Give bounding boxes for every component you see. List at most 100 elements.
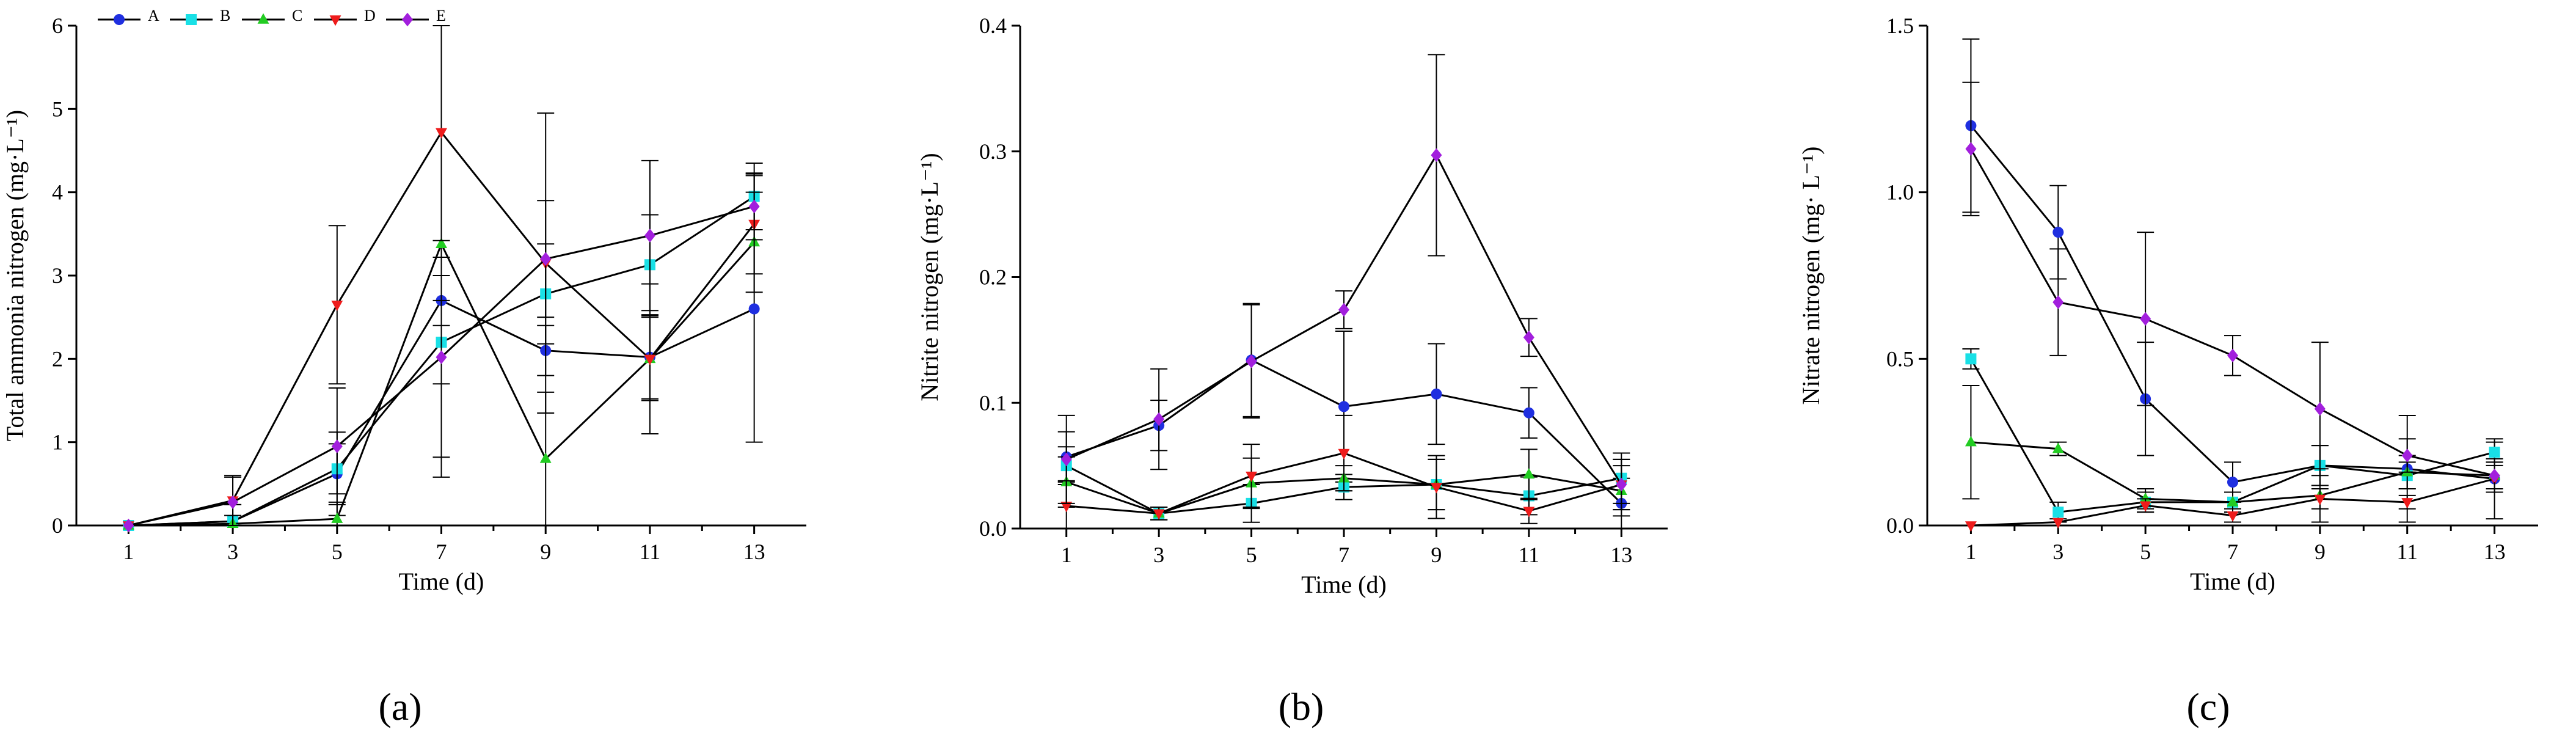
data-point-A: [2227, 477, 2238, 488]
data-point-C: [539, 452, 552, 463]
data-point-C: [2052, 442, 2064, 453]
y-tick-label: 0.4: [979, 13, 1007, 38]
data-point-D: [1965, 521, 1977, 532]
legend-entry-D: D: [314, 7, 376, 26]
data-point-C: [2139, 492, 2151, 503]
data-point-D: [1430, 483, 1442, 494]
data-point-C: [2227, 496, 2239, 507]
data-point-B: [1965, 353, 1977, 365]
x-tick-label: 1: [1061, 543, 1072, 567]
data-point-E: [2489, 468, 2500, 483]
y-axis-title: Nitrate nitrogen (mg· L⁻¹): [1797, 147, 1825, 405]
x-tick-label: 5: [1246, 543, 1257, 567]
x-tick-label: 7: [436, 540, 447, 564]
data-point-D: [1523, 507, 1535, 518]
data-point-E: [1246, 354, 1257, 368]
data-point-D: [436, 128, 447, 139]
data-point-C: [1965, 436, 1977, 447]
y-tick-label: 0.1: [979, 390, 1007, 415]
legend-entry-E: E: [386, 7, 446, 27]
data-point-D: [1060, 502, 1073, 513]
legend-marker-E: [402, 12, 413, 27]
x-tick-label: 5: [2140, 540, 2151, 564]
x-tick-label: 7: [2227, 540, 2238, 564]
data-point-E: [1523, 331, 1534, 345]
legend-marker-B: [186, 14, 197, 25]
data-point-E: [2052, 295, 2064, 309]
y-tick-label: 4: [52, 180, 63, 205]
y-tick-label: 1.0: [1886, 180, 1914, 205]
legend-marker-D: [329, 15, 341, 26]
y-tick-label: 5: [52, 97, 63, 121]
x-tick-label: 5: [332, 540, 343, 564]
series-E: [1962, 81, 2503, 490]
data-point-A: [1523, 407, 1534, 419]
series-D: [1057, 414, 1630, 529]
legend-entry-A: A: [98, 7, 159, 25]
panel-label: (a): [378, 685, 421, 728]
y-tick-label: 1: [52, 430, 63, 455]
series-E: [1057, 54, 1630, 511]
x-tick-label: 3: [227, 540, 238, 564]
x-tick-label: 1: [123, 540, 134, 564]
y-axis-title: Nitrite nitrogen (mg·L⁻¹): [916, 153, 943, 401]
x-tick-label: 13: [1610, 543, 1632, 567]
data-point-D: [1338, 448, 1350, 459]
data-point-D: [2401, 498, 2414, 509]
data-point-E: [2140, 312, 2151, 326]
data-point-D: [2139, 501, 2151, 512]
data-point-C: [1523, 468, 1535, 479]
series-E: [123, 159, 763, 533]
series-C: [122, 25, 763, 530]
x-tick-label: 11: [1519, 543, 1540, 567]
series-D: [122, 25, 763, 532]
data-point-E: [331, 439, 343, 453]
data-point-A: [748, 303, 760, 315]
data-point-E: [1431, 148, 1442, 163]
legend: A B C D E: [98, 7, 446, 27]
data-point-C: [436, 237, 447, 248]
y-tick-label: 3: [52, 263, 63, 288]
data-point-E: [1060, 452, 1072, 467]
data-point-C: [331, 512, 343, 523]
data-point-E: [1153, 412, 1165, 426]
series-line-A: [1970, 125, 2495, 483]
y-tick-label: 6: [52, 13, 63, 38]
x-tick-label: 11: [2396, 540, 2418, 564]
legend-entry-C: C: [242, 7, 302, 24]
legend-label: C: [292, 7, 302, 24]
x-tick-label: 13: [743, 540, 765, 564]
data-point-B: [2489, 447, 2500, 458]
legend-entry-B: B: [170, 7, 230, 25]
x-tick-label: 11: [640, 540, 661, 564]
series-B: [123, 162, 763, 531]
x-axis-title: Time (d): [1301, 571, 1387, 598]
x-axis-title: Time (d): [2190, 568, 2275, 595]
data-point-E: [748, 199, 760, 214]
legend-label: E: [436, 7, 446, 24]
legend-marker-C: [257, 13, 269, 24]
panel-label: (c): [2186, 685, 2230, 728]
y-axis-title: Total ammonia nitrogen (mg·L⁻¹): [1, 110, 29, 441]
data-point-D: [331, 300, 343, 312]
x-tick-label: 3: [1153, 543, 1164, 567]
data-point-E: [644, 229, 655, 243]
data-point-D: [1153, 509, 1165, 520]
data-point-E: [2314, 401, 2326, 416]
y-tick-label: 0.2: [979, 265, 1007, 290]
legend-marker-A: [114, 14, 125, 25]
x-tick-label: 13: [2484, 540, 2506, 564]
data-point-E: [2227, 348, 2238, 363]
y-tick-label: 0.5: [1886, 346, 1914, 371]
data-point-E: [123, 518, 134, 533]
data-point-D: [2227, 511, 2239, 522]
data-point-E: [227, 495, 239, 510]
legend-label: A: [148, 7, 159, 24]
data-point-A: [1338, 401, 1349, 412]
y-tick-label: 2: [52, 346, 63, 371]
data-point-D: [644, 354, 656, 365]
